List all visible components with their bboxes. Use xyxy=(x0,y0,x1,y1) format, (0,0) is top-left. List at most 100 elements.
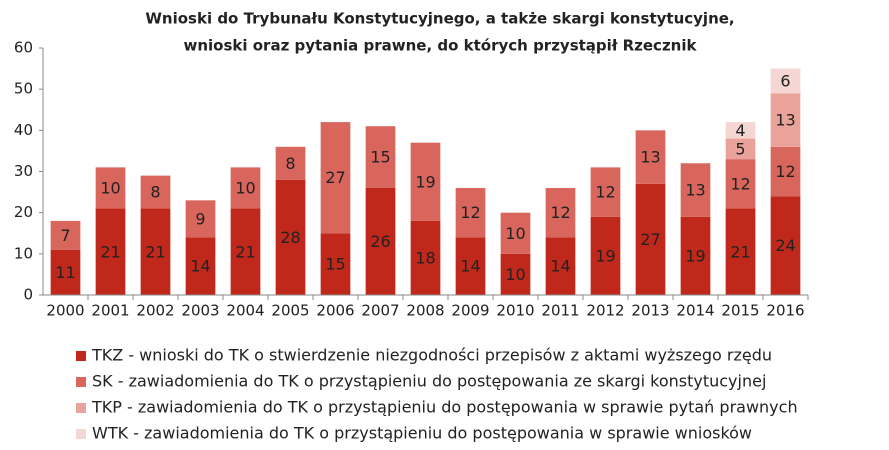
x-tick-label: 2001 xyxy=(91,302,129,320)
x-tick-label: 2011 xyxy=(541,302,579,320)
bar-segment xyxy=(365,187,396,295)
bar-segment xyxy=(770,93,801,147)
data-label: 21 xyxy=(730,242,750,261)
bar-segment xyxy=(680,163,711,217)
data-label: 14 xyxy=(550,257,570,276)
y-tick-label: 60 xyxy=(14,39,33,57)
x-tick-label: 2013 xyxy=(631,302,669,320)
data-label: 24 xyxy=(775,236,795,255)
data-label: 27 xyxy=(640,230,660,249)
bar-segment xyxy=(410,142,441,221)
x-tick-label: 2016 xyxy=(766,302,804,320)
bar-segment xyxy=(500,212,531,254)
data-label: 14 xyxy=(190,257,210,276)
data-label: 28 xyxy=(280,228,300,247)
bar-segment xyxy=(410,220,441,295)
bar-segment xyxy=(545,237,576,295)
data-label: 7 xyxy=(60,226,70,245)
x-tick-label: 2002 xyxy=(136,302,174,320)
y-tick-label: 0 xyxy=(23,286,33,304)
x-tick-label: 2000 xyxy=(46,302,84,320)
bar-segment xyxy=(500,253,531,295)
bar-segment xyxy=(185,237,216,295)
bar-segment xyxy=(365,126,396,188)
data-label: 8 xyxy=(285,154,295,173)
y-tick-label: 10 xyxy=(14,244,33,262)
bar-segment xyxy=(590,216,621,295)
chart-title: Wnioski do Trybunału Konstytucyjnego, a … xyxy=(145,10,734,28)
data-label: 4 xyxy=(735,121,745,140)
legend-swatch xyxy=(76,377,86,387)
data-label: 6 xyxy=(780,71,790,90)
bar-segment xyxy=(725,138,756,160)
data-label: 21 xyxy=(235,242,255,261)
y-tick-label: 20 xyxy=(14,203,33,221)
bar-segment xyxy=(50,249,81,295)
data-label: 14 xyxy=(460,257,480,276)
bar-segment xyxy=(455,187,486,238)
x-tick-label: 2003 xyxy=(181,302,219,320)
bar-segment xyxy=(275,179,306,295)
data-label: 18 xyxy=(415,248,435,267)
bar-segment xyxy=(635,130,666,184)
bar-segment xyxy=(185,200,216,238)
bar-segment xyxy=(230,208,261,295)
x-tick-label: 2005 xyxy=(271,302,309,320)
y-tick-label: 30 xyxy=(14,162,33,180)
bar-segment xyxy=(455,237,486,295)
bar-segment xyxy=(95,208,126,295)
data-label: 13 xyxy=(640,148,660,167)
data-label: 5 xyxy=(735,139,745,158)
bar-segment xyxy=(770,68,801,94)
y-tick-label: 50 xyxy=(14,80,33,98)
data-label: 12 xyxy=(460,203,480,222)
bar-segment xyxy=(320,122,351,234)
data-label: 12 xyxy=(550,203,570,222)
data-label: 21 xyxy=(145,242,165,261)
legend-swatch xyxy=(76,403,86,413)
data-label: 10 xyxy=(505,265,525,284)
x-tick-label: 2004 xyxy=(226,302,264,320)
bar-segment xyxy=(725,208,756,295)
x-tick-label: 2009 xyxy=(451,302,489,320)
data-label: 27 xyxy=(325,168,345,187)
bar-segment xyxy=(230,167,261,209)
bar-segment xyxy=(635,183,666,295)
data-label: 11 xyxy=(55,263,75,282)
data-label: 19 xyxy=(415,172,435,191)
legend-label: TKP - zawiadomienia do TK o przystąpieni… xyxy=(91,398,798,417)
data-label: 19 xyxy=(595,246,615,265)
bar-segment xyxy=(140,208,171,295)
data-label: 10 xyxy=(100,178,120,197)
x-tick-label: 2012 xyxy=(586,302,624,320)
data-label: 15 xyxy=(370,148,390,167)
data-label: 15 xyxy=(325,255,345,274)
x-tick-label: 2007 xyxy=(361,302,399,320)
legend-swatch xyxy=(76,351,86,361)
data-label: 10 xyxy=(505,224,525,243)
chart-title: wnioski oraz pytania prawne, do których … xyxy=(184,37,698,55)
data-label: 12 xyxy=(730,174,750,193)
bar-segment xyxy=(725,122,756,139)
data-label: 21 xyxy=(100,242,120,261)
legend-label: SK - zawiadomienia do TK o przystąpieniu… xyxy=(92,372,766,391)
x-tick-label: 2006 xyxy=(316,302,354,320)
x-tick-label: 2010 xyxy=(496,302,534,320)
bar-segment xyxy=(725,159,756,209)
data-label: 9 xyxy=(195,209,205,228)
data-label: 12 xyxy=(775,162,795,181)
bar-segment xyxy=(95,167,126,209)
y-tick-label: 40 xyxy=(14,121,33,139)
bar-segment xyxy=(275,146,306,180)
data-label: 19 xyxy=(685,246,705,265)
legend-label: WTK - zawiadomienia do TK o przystąpieni… xyxy=(92,424,752,443)
bar-segment xyxy=(320,233,351,295)
bar-segment xyxy=(140,175,171,209)
bar-segment xyxy=(50,220,81,250)
x-tick-label: 2008 xyxy=(406,302,444,320)
data-label: 26 xyxy=(370,232,390,251)
legend-label: TKZ - wnioski do TK o stwierdzenie niezg… xyxy=(91,346,772,365)
data-label: 13 xyxy=(685,181,705,200)
x-tick-label: 2015 xyxy=(721,302,759,320)
